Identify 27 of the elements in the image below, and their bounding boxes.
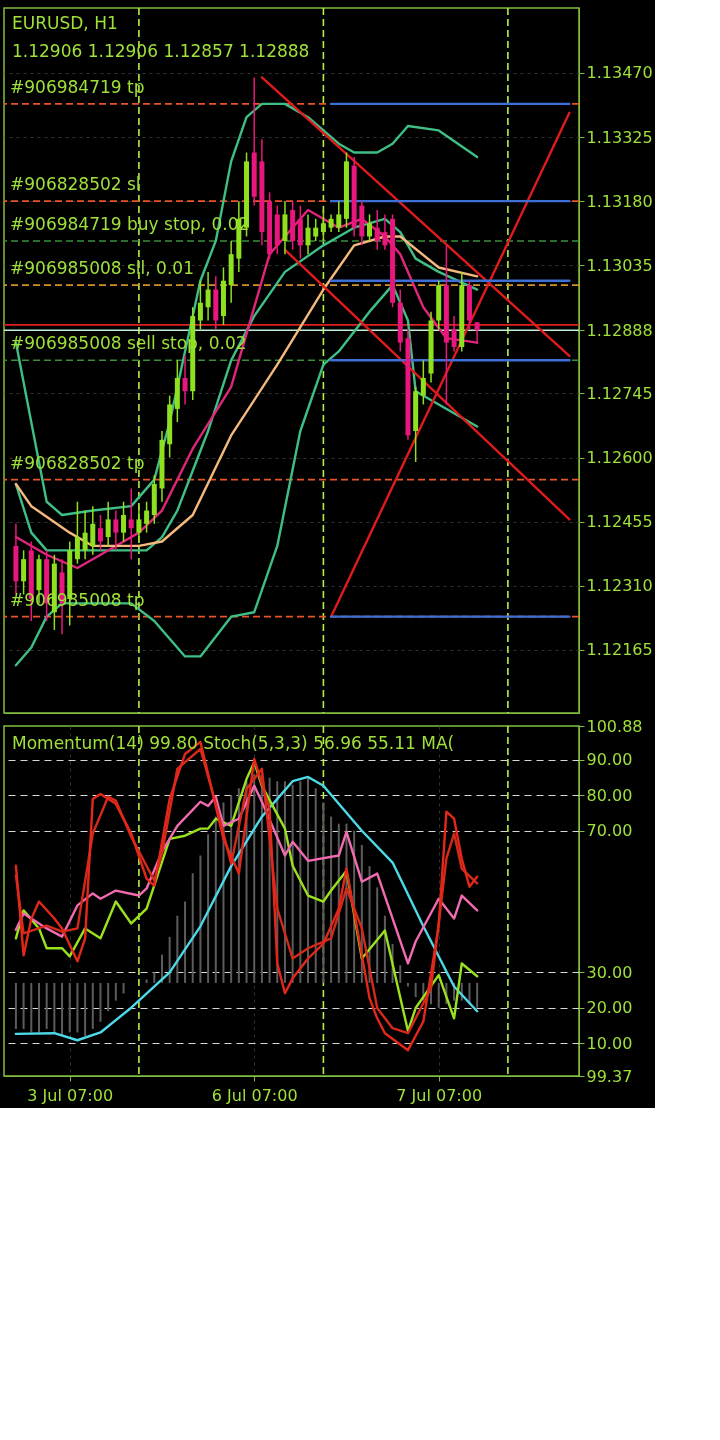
y-tick-label: 90.00	[586, 750, 633, 770]
ref-line-label: #906984719 tp	[10, 76, 145, 97]
y-tick-label: 20.00	[586, 998, 633, 1018]
y-tick-label: 10.00	[586, 1033, 633, 1053]
y2-tick-label: 99.37	[586, 1066, 633, 1086]
chart-title: EURUSD, H1	[12, 13, 118, 33]
y-tick-label: 1.12165	[586, 640, 653, 660]
x-tick-label: 7 Jul 07:00	[396, 1085, 483, 1105]
y-tick-label: 1.12745	[586, 383, 653, 403]
y-tick-label: 1.13470	[586, 63, 653, 83]
x-tick-label: 3 Jul 07:00	[27, 1085, 114, 1105]
ref-line-label: #906985008 sll, 0.01	[10, 258, 194, 279]
y-tick-label: 1.13325	[586, 127, 653, 147]
y-tick-label: 70.00	[586, 821, 633, 841]
text: 1.12906 1.12906 1.12857 1.12888	[12, 41, 310, 61]
ref-line-label: #906828502 sl	[10, 174, 141, 195]
x-tick-label: 6 Jul 07:00	[211, 1085, 298, 1105]
y-tick-label: 80.00	[586, 785, 633, 805]
y-tick-label: 1.12600	[586, 448, 653, 468]
chart-title: Momentum(14) 99.80 Stoch(5,3,3) 56.96 55.11 MA(	[12, 733, 455, 753]
y-tick-label: 1.12888	[586, 320, 653, 340]
y-tick-label: 1.12310	[586, 576, 653, 596]
y-tick-label: 1.13035	[586, 255, 653, 275]
y-tick-label: 1.12455	[586, 512, 653, 532]
y2-tick-label: 100.88	[586, 716, 643, 736]
y-tick-label: 1.13180	[586, 191, 653, 211]
y-tick-label: 30.00	[586, 962, 633, 982]
